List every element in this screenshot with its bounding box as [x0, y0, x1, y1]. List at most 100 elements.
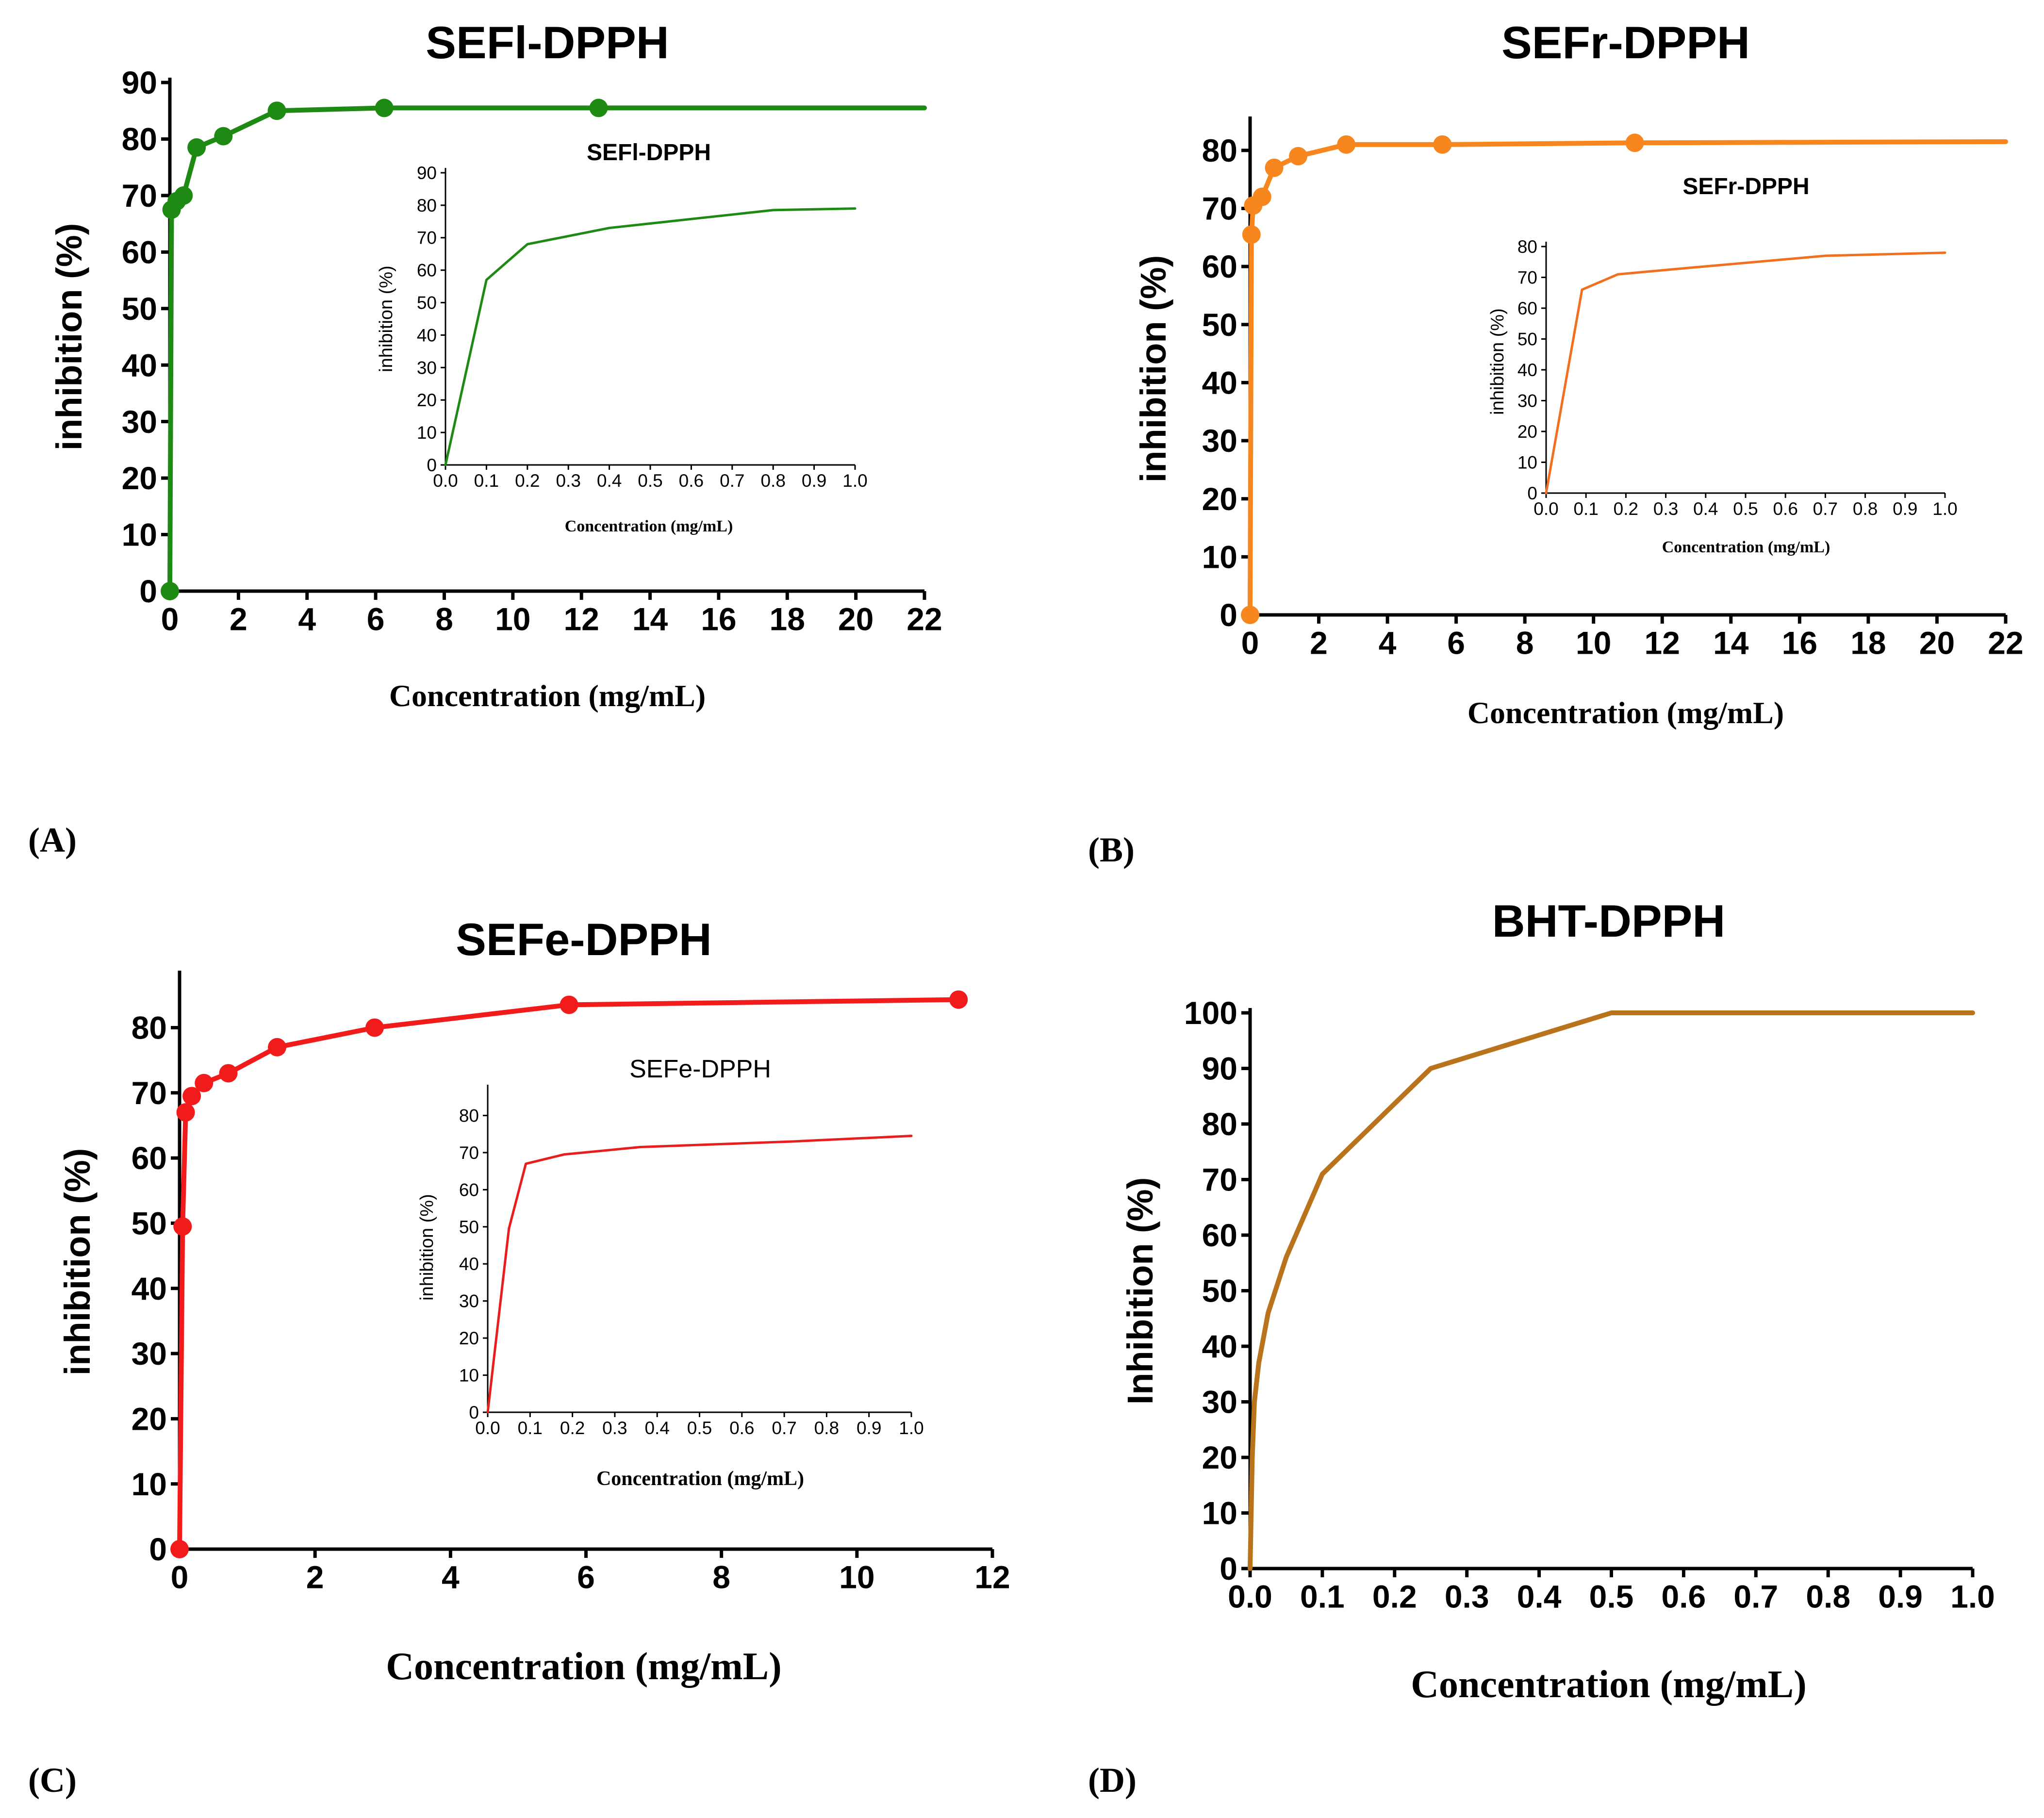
y-tick-label: 10 — [1202, 539, 1237, 575]
y-tick-label: 70 — [122, 178, 157, 214]
chart-title: BHT-DPPH — [1492, 895, 1725, 946]
data-point — [365, 1018, 384, 1037]
series-line — [167, 105, 927, 594]
y-axis-label: inhibition (%) — [1487, 308, 1508, 415]
y-tick-label: 40 — [1517, 360, 1537, 380]
y-tick-label: 0 — [427, 455, 437, 475]
y-tick-label: 40 — [1202, 365, 1237, 401]
data-point — [1289, 147, 1308, 165]
y-tick-label: 70 — [1517, 267, 1537, 287]
x-tick-label: 0.6 — [1773, 499, 1797, 519]
y-tick-label: 50 — [459, 1217, 479, 1237]
y-tick-label: 80 — [459, 1106, 479, 1125]
x-tick-label: 1.0 — [899, 1418, 923, 1438]
y-tick-label: 60 — [1202, 248, 1237, 284]
y-tick-label: 20 — [1517, 422, 1537, 442]
x-axis-label: Concentration (mg/mL) — [1467, 695, 1784, 730]
y-tick-label: 50 — [1202, 1273, 1237, 1309]
x-tick-label: 0.7 — [772, 1418, 796, 1438]
data-point — [560, 995, 578, 1014]
y-tick-label: 20 — [459, 1328, 479, 1348]
x-tick-label: 0.3 — [602, 1418, 627, 1438]
y-tick-label: 20 — [1202, 481, 1237, 517]
y-tick-label: 10 — [459, 1366, 479, 1386]
data-point — [219, 1064, 238, 1083]
x-tick-label: 0.5 — [1589, 1579, 1634, 1615]
y-tick-label: 0 — [149, 1531, 167, 1567]
series-line — [1248, 1010, 1975, 1571]
x-tick-label: 22 — [1988, 625, 2023, 661]
y-tick-label: 70 — [417, 228, 437, 248]
x-axis-label: Concentration (mg/mL) — [386, 1645, 781, 1688]
y-tick-label: 70 — [459, 1143, 479, 1163]
data-point — [174, 186, 193, 205]
panel-label-d: (D) — [1088, 1761, 1137, 1800]
chart-title: SEFe-DPPH — [456, 914, 712, 965]
x-tick-label: 8 — [435, 601, 453, 637]
x-tick-label: 0.0 — [1533, 499, 1558, 519]
panel-label-a: (A) — [28, 821, 77, 859]
x-tick-label: 0.7 — [720, 471, 744, 491]
x-tick-label: 0.2 — [1372, 1579, 1417, 1615]
x-tick-label: 12 — [563, 601, 599, 637]
x-tick-label: 1.0 — [1932, 499, 1957, 519]
y-tick-label: 10 — [122, 517, 157, 553]
data-point — [589, 99, 608, 117]
y-tick-label: 40 — [122, 347, 157, 383]
data-point — [187, 138, 206, 157]
y-tick-label: 0 — [139, 573, 157, 609]
y-tick-label: 40 — [1202, 1328, 1237, 1364]
x-tick-label: 10 — [839, 1559, 874, 1595]
x-tick-label: 0.4 — [597, 471, 622, 491]
x-tick-label: 0.8 — [760, 471, 785, 491]
x-tick-label: 20 — [1919, 625, 1955, 661]
x-tick-label: 0.3 — [1445, 1579, 1489, 1615]
chart-title: SEFe-DPPH — [629, 1055, 771, 1083]
y-tick-label: 0 — [1220, 1551, 1237, 1587]
data-point — [173, 1217, 192, 1236]
y-tick-label: 60 — [132, 1140, 167, 1176]
data-point — [1242, 225, 1261, 244]
x-tick-label: 6 — [367, 601, 385, 637]
x-tick-label: 0.5 — [687, 1418, 712, 1438]
y-tick-label: 60 — [417, 261, 437, 281]
y-axis-label: inhibition (%) — [376, 265, 396, 372]
x-tick-label: 0.2 — [1614, 499, 1638, 519]
x-tick-label: 14 — [632, 601, 668, 637]
x-tick-label: 1.0 — [842, 471, 867, 491]
y-tick-label: 50 — [122, 291, 157, 327]
x-tick-label: 0.2 — [560, 1418, 585, 1438]
x-tick-label: 2 — [230, 601, 247, 637]
x-tick-label: 2 — [306, 1559, 324, 1595]
x-tick-label: 4 — [1379, 625, 1397, 661]
chart-C-main: SEFe-DPPH 0 2 4 6 8 10 12 0 10 20 30 40 50 60 70 80 Conce… — [57, 914, 1010, 1688]
x-tick-label: 18 — [1850, 625, 1886, 661]
x-tick-label: 0.9 — [857, 1418, 881, 1438]
x-tick-label: 6 — [1447, 625, 1465, 661]
panel-label-b: (B) — [1088, 830, 1135, 869]
y-tick-label: 80 — [1202, 1106, 1237, 1142]
x-tick-label: 0 — [161, 601, 179, 637]
x-tick-label: 0.7 — [1813, 499, 1838, 519]
y-tick-label: 20 — [1202, 1439, 1237, 1475]
y-tick-label: 80 — [122, 121, 157, 157]
x-tick-label: 8 — [712, 1559, 730, 1595]
x-tick-label: 12 — [974, 1559, 1010, 1595]
x-tick-label: 8 — [1516, 625, 1534, 661]
y-tick-label: 60 — [1202, 1217, 1237, 1253]
x-axis-label: Concentration (mg/mL) — [1411, 1663, 1806, 1706]
y-tick-label: 70 — [1202, 1162, 1237, 1198]
x-tick-label: 0.5 — [638, 471, 662, 491]
y-axis-label: inhibition (%) — [49, 223, 89, 451]
x-tick-label: 20 — [838, 601, 874, 637]
series-line — [444, 207, 857, 466]
x-tick-label: 0.6 — [1662, 1579, 1706, 1615]
chart-A-inset: SEFl-DPPH 0.0 0.1 0.2 0.3 0.4 0.5 0.6 0.7 0.8 0.9 1… — [376, 140, 868, 535]
x-tick-label: 0.1 — [518, 1418, 543, 1438]
chart-C-inset: SEFe-DPPH 0.0 0.1 0.2 0.3 0.4 0.5 0.6 0.7 0.8 0.9 1… — [417, 1055, 924, 1490]
data-point — [1433, 135, 1452, 154]
y-tick-label: 40 — [417, 325, 437, 345]
x-tick-label: 0.8 — [1853, 499, 1878, 519]
x-tick-label: 0.4 — [1693, 499, 1718, 519]
